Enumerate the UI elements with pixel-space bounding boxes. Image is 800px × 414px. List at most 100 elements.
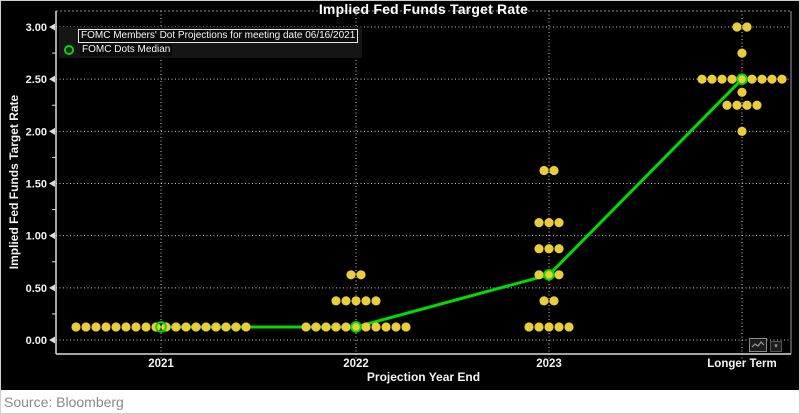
fomc-member-dot (351, 296, 361, 306)
y-tick-label: 2.50 (26, 74, 47, 86)
fomc-member-dot (732, 22, 742, 32)
y-tick-label: 0.50 (26, 283, 47, 295)
fomc-member-dot (534, 270, 544, 280)
caret-down-icon: ▾ (774, 343, 778, 350)
x-tick-label: 2022 (343, 358, 369, 370)
fomc-member-dot (361, 322, 371, 332)
fomc-member-dot (747, 74, 757, 84)
fomc-member-dot (346, 270, 356, 280)
fomc-member-dot (544, 218, 554, 228)
chart-type-button[interactable] (749, 338, 767, 352)
y-tick-arrow (49, 284, 55, 292)
fomc-member-dot (549, 165, 559, 176)
y-tick-arrow (49, 127, 55, 135)
legend-item-dots-median[interactable]: FOMC Dots Median (63, 44, 358, 56)
fomc-member-dot (544, 244, 554, 254)
fomc-member-dot (311, 322, 321, 332)
chart-title: Implied Fed Funds Target Rate (318, 1, 529, 17)
y-tick-arrow (49, 23, 55, 31)
x-tick-label: 2023 (536, 358, 562, 370)
fomc-member-dot (81, 322, 91, 332)
fomc-member-dot (737, 126, 747, 136)
fomc-member-dot (391, 322, 401, 332)
legend-item-dot-projections[interactable]: FOMC Members' Dot Projections for meetin… (63, 29, 359, 43)
fomc-member-dot (737, 87, 747, 97)
plot-canvas: 0.00 0.50 1.00 1.50 2.00 2.50 3.00 2021 2022 2023… (26, 10, 792, 370)
fomc-member-dot (539, 165, 549, 176)
green-ring-icon (64, 45, 74, 55)
y-tick-arrow (49, 232, 55, 240)
fomc-member-dot (697, 74, 707, 84)
x-axis-title: Projection Year End (366, 370, 481, 384)
fomc-member-dot (171, 322, 181, 332)
chart-type-dropdown-button[interactable]: ▾ (770, 341, 782, 352)
fomc-member-dot (221, 322, 231, 332)
fomc-member-dot (767, 74, 777, 84)
fomc-member-dot (191, 322, 201, 332)
source-bar: Source: Bloomberg (1, 390, 799, 413)
fomc-member-dot (131, 322, 141, 332)
fomc-member-dot (534, 218, 544, 228)
fomc-member-dot (351, 322, 361, 332)
median-marker (350, 321, 362, 333)
fomc-member-dot (544, 322, 554, 332)
fomc-member-dot (732, 100, 742, 110)
fomc-member-dot (554, 270, 564, 280)
fomc-member-dot (101, 322, 111, 332)
y-tick-label: 2.00 (26, 126, 47, 138)
fomc-member-dot (241, 322, 251, 332)
median-marker (155, 321, 167, 333)
fomc-member-dot (181, 322, 191, 332)
fomc-member-dot (321, 322, 331, 332)
fomc-member-dot (757, 74, 767, 84)
legend-item-label: FOMC Members' Dot Projections for meetin… (78, 29, 359, 43)
fomc-member-dot (361, 296, 371, 306)
fomc-member-dot (707, 74, 717, 84)
median-line (159, 77, 744, 329)
fomc-member-dot (544, 270, 554, 280)
chart-area: 0.00 0.50 1.00 1.50 2.00 2.50 3.00 2021 2022 2023… (1, 1, 799, 390)
fomc-member-dot (111, 322, 121, 332)
legend: FOMC Members' Dot Projections for meetin… (59, 27, 363, 58)
y-tick-label: 1.00 (26, 231, 47, 243)
yellow-dot-icon (63, 31, 73, 41)
fomc-member-dot (211, 322, 221, 332)
fomc-member-dot (71, 322, 81, 332)
median-marker (736, 73, 748, 85)
y-tick-label: 3.00 (26, 22, 47, 34)
fomc-member-dot (301, 322, 311, 332)
fomc-member-dot (91, 322, 101, 332)
y-tick-arrow (49, 180, 55, 188)
fomc-member-dot (401, 322, 411, 332)
fomc-member-dot (341, 322, 351, 332)
fomc-member-dot (752, 100, 762, 110)
x-tick-label: 2021 (148, 358, 174, 370)
fomc-member-dot (121, 322, 131, 332)
legend-item-label: FOMC Dots Median (80, 44, 173, 56)
y-tick-label: 0.00 (26, 335, 47, 347)
y-tick-arrow (49, 336, 55, 344)
fomc-member-dot (564, 322, 574, 332)
fomc-member-dot (231, 322, 241, 332)
fomc-member-dot (549, 296, 559, 306)
fomc-member-dot (717, 74, 727, 84)
fomc-member-dot (201, 322, 211, 332)
fomc-member-dot (534, 322, 544, 332)
fomc-member-dot (524, 322, 534, 332)
fomc-member-dot (742, 22, 752, 32)
y-axis-title: Implied Fed Funds Target Rate (7, 94, 21, 270)
fomc-member-dot (331, 296, 341, 306)
fomc-member-dot (141, 322, 151, 332)
fomc-member-dot (722, 100, 732, 110)
fomc-member-dot (539, 296, 549, 306)
y-tick-arrow (49, 75, 55, 83)
fomc-member-dot (331, 322, 341, 332)
fomc-member-dot (737, 48, 747, 58)
fomc-member-dot (554, 244, 564, 254)
line-chart-icon (751, 341, 765, 348)
fomc-member-dot (727, 74, 737, 84)
source-label: Source: Bloomberg (4, 393, 124, 410)
fomc-member-dot (737, 74, 747, 84)
fomc-member-dot (371, 322, 381, 332)
